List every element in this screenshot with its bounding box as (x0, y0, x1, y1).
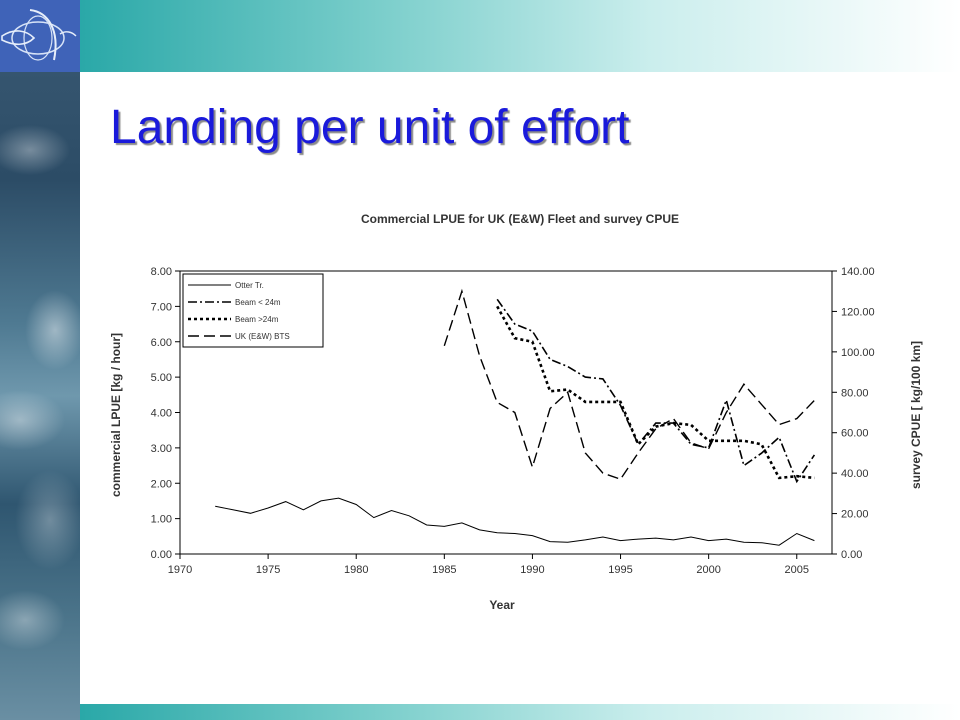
y2-tick-label: 40.00 (841, 468, 869, 480)
header-band (80, 0, 960, 72)
series-line-2 (496, 305, 815, 480)
legend-entry-3: UK (E&W) BTS (235, 332, 290, 341)
x-tick-label: 2000 (696, 564, 720, 576)
x-axis-label: Year (489, 598, 515, 612)
chart-title: Commercial LPUE for UK (E&W) Fleet and s… (361, 212, 679, 226)
logo (0, 0, 80, 72)
footer-band (80, 704, 960, 720)
x-tick-label: 1970 (168, 564, 192, 576)
y-axis-label: commercial LPUE [kg / hour] (109, 333, 123, 497)
series-line-0 (215, 497, 815, 546)
y2-axis-label: survey CPUE [ kg/100 km] (909, 341, 923, 489)
series-line-1 (496, 298, 816, 484)
x-tick-label: 2005 (785, 564, 809, 576)
x-tick-label: 1975 (256, 564, 280, 576)
y2-tick-label: 20.00 (841, 509, 869, 521)
y-tick-label: 8.00 (151, 266, 172, 278)
fish-globe-logo-icon (1, 9, 77, 61)
y2-tick-label: 120.00 (841, 306, 875, 318)
y-tick-label: 1.00 (151, 514, 172, 526)
y2-tick-label: 80.00 (841, 387, 869, 399)
x-tick-label: 1990 (520, 564, 544, 576)
y-tick-label: 3.00 (151, 443, 172, 455)
y-tick-label: 0.00 (151, 549, 172, 561)
x-tick-label: 1985 (432, 564, 456, 576)
slide-title: Landing per unit of effort (110, 101, 630, 154)
y2-tick-label: 100.00 (841, 347, 875, 359)
y2-tick-label: 60.00 (841, 428, 869, 440)
y2-tick-label: 0.00 (841, 549, 862, 561)
legend-box (182, 273, 324, 348)
legend-entry-2: Beam >24m (235, 315, 279, 324)
y-tick-label: 5.00 (151, 372, 172, 384)
ocean-waves-image (0, 0, 80, 720)
x-tick-label: 1980 (344, 564, 368, 576)
legend-entry-1: Beam < 24m (235, 298, 281, 307)
y-tick-label: 4.00 (151, 408, 172, 420)
y-tick-label: 6.00 (151, 337, 172, 349)
legend-entry-0: Otter Tr. (235, 281, 264, 290)
series-line-3 (443, 288, 815, 481)
y-tick-label: 2.00 (151, 478, 172, 490)
lpue-chart: Commercial LPUE for UK (E&W) Fleet and s… (109, 212, 923, 612)
x-tick-label: 1995 (608, 564, 632, 576)
y2-tick-label: 140.00 (841, 266, 875, 278)
y-tick-label: 7.00 (151, 301, 172, 313)
